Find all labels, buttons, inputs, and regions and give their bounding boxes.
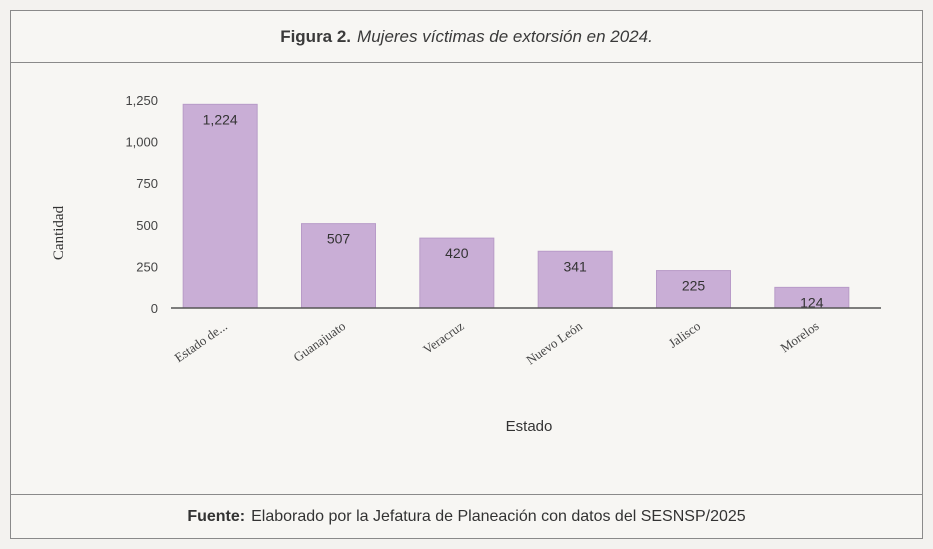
y-axis-label: Cantidad bbox=[51, 205, 67, 260]
x-axis-label: Estado bbox=[506, 418, 553, 435]
bar-value-label: 1,224 bbox=[203, 111, 238, 127]
x-tick-label: Morelos bbox=[777, 318, 821, 355]
figure-source-footer: Fuente: Elaborado por la Jefatura de Pla… bbox=[11, 494, 922, 538]
y-axis-ticks: 0 250 500 750 1,000 1,250 bbox=[125, 93, 158, 316]
x-tick-label: Estado de... bbox=[172, 318, 230, 365]
y-tick-label: 1,000 bbox=[125, 135, 158, 150]
bar-value-label: 225 bbox=[682, 278, 706, 294]
bar-value-label: 507 bbox=[327, 231, 351, 247]
figure-frame: Figura 2. Mujeres víctimas de extorsión … bbox=[10, 10, 923, 539]
bar bbox=[419, 237, 495, 309]
figure-label: Figura 2. bbox=[280, 26, 352, 46]
y-tick-label: 500 bbox=[136, 218, 158, 233]
bar bbox=[301, 223, 376, 309]
y-tick-label: 1,250 bbox=[125, 93, 158, 108]
source-text: Elaborado por la Jefatura de Planeación … bbox=[251, 507, 746, 525]
chart-area: 0 250 500 750 1,000 1,250 1,224 507 420 341 225 12… bbox=[11, 63, 922, 495]
figure-title-bar: Figura 2. Mujeres víctimas de extorsión … bbox=[11, 11, 922, 63]
x-tick-label: Nuevo León bbox=[523, 318, 585, 368]
x-tick-label: Guanajuato bbox=[291, 318, 349, 365]
bars-group bbox=[182, 103, 850, 309]
y-tick-label: 0 bbox=[151, 301, 158, 316]
bar-chart: 0 250 500 750 1,000 1,250 1,224 507 420 341 225 12… bbox=[51, 93, 881, 435]
bar-value-label: 420 bbox=[445, 245, 469, 261]
bar-value-label: 341 bbox=[563, 258, 587, 274]
bar-value-labels: 1,224 507 420 341 225 124 bbox=[203, 111, 824, 310]
y-tick-label: 750 bbox=[136, 176, 158, 191]
x-axis-tick-labels: Estado de... Guanajuato Veracruz Nuevo León… bbox=[172, 318, 822, 368]
figure-title: Mujeres víctimas de extorsión en 2024. bbox=[357, 26, 653, 46]
bar bbox=[182, 103, 258, 309]
x-tick-label: Jalisco bbox=[666, 318, 704, 351]
bar-value-label: 124 bbox=[800, 294, 824, 310]
bar bbox=[537, 250, 613, 309]
y-tick-label: 250 bbox=[136, 259, 158, 274]
bar bbox=[656, 270, 731, 309]
source-label: Fuente: bbox=[187, 507, 246, 525]
x-tick-label: Veracruz bbox=[420, 318, 467, 357]
